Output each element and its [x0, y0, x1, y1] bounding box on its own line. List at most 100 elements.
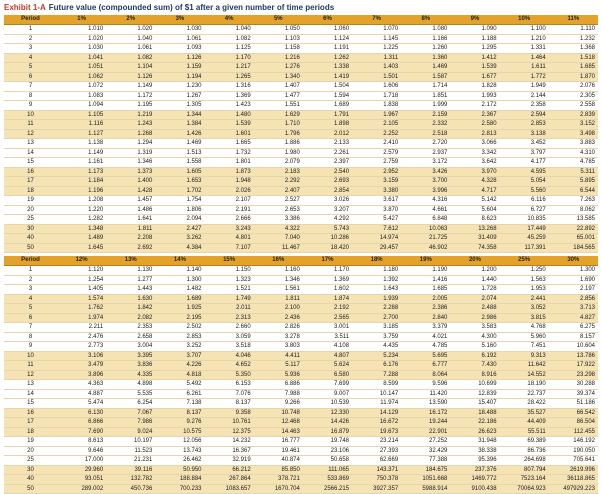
period-cell: 10	[4, 110, 57, 120]
value-cell: 2.074	[450, 294, 500, 304]
value-cell: 1.344	[155, 110, 205, 120]
value-cell: 4.310	[548, 148, 598, 158]
table-row: 5 1.051 1.104 1.159 1.217 1.276 1.338 1.403 1.46…	[4, 62, 598, 73]
value-cell: 2.005	[401, 294, 451, 304]
table-row: 10 1.105 1.219 1.344 1.480 1.629 1.791 1.967 2.1…	[4, 110, 598, 120]
value-cell: 11.642	[499, 360, 549, 371]
value-cell: 2.427	[155, 224, 205, 234]
value-cell: 4.785	[548, 157, 598, 168]
table-row: 1 1.120 1.130 1.140 1.150 1.160 1.170 1.180 1.19…	[4, 265, 598, 276]
period-cell: 50	[4, 243, 57, 253]
value-cell: 1.346	[253, 275, 303, 285]
value-cell: 2.261	[302, 148, 353, 158]
value-cell: 2.133	[302, 138, 353, 149]
value-cell: 3.426	[401, 167, 451, 177]
value-cell: 6.848	[401, 214, 451, 225]
value-cell: 12.330	[302, 408, 353, 418]
value-cell: 6.886	[253, 379, 303, 390]
value-cell: 4.768	[499, 322, 549, 333]
value-cell: 16.367	[204, 446, 254, 456]
column-header-rate: 16%	[253, 256, 303, 266]
value-cell: 1.319	[106, 148, 156, 158]
value-cell: 21.231	[106, 455, 156, 466]
value-cell: 3.518	[204, 341, 254, 352]
value-cell: 1.348	[57, 224, 107, 234]
value-cell: 5.895	[548, 176, 598, 187]
value-cell: 3.700	[401, 176, 451, 187]
value-cell: 3.759	[352, 332, 402, 342]
value-cell: 1.124	[302, 34, 353, 44]
value-cell: 1.521	[204, 284, 254, 295]
value-cell: 5.936	[253, 370, 303, 380]
value-cell: 3.379	[401, 322, 451, 333]
period-cell: 4	[4, 53, 57, 63]
value-cell: 1.072	[57, 81, 107, 92]
period-cell: 1	[4, 24, 57, 35]
value-cell: 1.166	[401, 34, 451, 44]
value-cell: 1.412	[450, 53, 500, 63]
period-cell: 7	[4, 81, 57, 92]
value-cell: 8.137	[204, 398, 254, 409]
value-cell: 1.200	[450, 265, 500, 276]
value-cell: 1.230	[155, 81, 205, 92]
value-cell: 23.214	[352, 436, 402, 447]
period-cell: 3	[4, 284, 57, 295]
table-row: 11 3.479 3.836 4.226 4.652 5.117 5.624 6.176 6.7…	[4, 360, 598, 371]
value-cell: 1.061	[106, 43, 156, 54]
table-row: 15 1.161 1.346 1.558 1.801 2.079 2.397 2.759 3.1…	[4, 157, 598, 168]
value-cell: 1.513	[155, 148, 205, 158]
value-cell: 1.416	[401, 275, 451, 285]
value-cell: 2.094	[155, 214, 205, 225]
value-cell: 4.661	[401, 205, 451, 215]
value-cell: 1.080	[401, 24, 451, 35]
value-cell: 1.243	[106, 119, 156, 130]
value-cell: 146.192	[548, 436, 598, 447]
table-row: 2 1.020 1.040 1.061 1.082 1.103 1.124 1.145 1.16…	[4, 34, 598, 44]
value-cell: 2.026	[204, 186, 254, 196]
value-cell: 2.305	[548, 91, 598, 101]
value-cell: 1.842	[106, 303, 156, 314]
value-cell: 8.062	[548, 205, 598, 215]
future-value-table-low-rates: Period 1% 2% 3% 4% 5% 6% 7% 8% 9% 10% 11% 1 1.010 1.0…	[4, 15, 598, 253]
value-cell: 2.353	[106, 322, 156, 333]
value-cell: 17.000	[57, 455, 107, 466]
period-cell: 17	[4, 417, 57, 428]
value-cell: 69.389	[499, 436, 549, 447]
value-cell: 10.147	[352, 389, 402, 399]
value-cell: 1.082	[204, 34, 254, 44]
value-cell: 3.159	[352, 176, 402, 187]
value-cell: 1.690	[548, 275, 598, 285]
column-header-rate: 18%	[352, 256, 402, 266]
value-cell: 22.901	[401, 427, 451, 437]
table-row: 20 9.646 11.523 13.743 16.367 19.461 23.106 27.…	[4, 446, 598, 456]
value-cell: 66.542	[548, 408, 598, 418]
value-cell: 750.378	[352, 474, 402, 485]
value-cell: 1.294	[106, 138, 156, 149]
column-header-period: Period	[4, 256, 57, 266]
value-cell: 188.884	[155, 474, 205, 485]
value-cell: 1.338	[302, 62, 353, 73]
value-cell: 10.197	[106, 436, 156, 447]
value-cell: 1.268	[106, 129, 156, 139]
value-cell: 1.443	[106, 284, 156, 295]
value-cell: 36118.865	[548, 474, 598, 485]
value-cell: 3.970	[450, 167, 500, 177]
table-row: 18 7.690 9.024 10.575 12.375 14.463 16.879 19.6…	[4, 427, 598, 437]
table-row: 19 8.613 10.197 12.056 14.232 16.777 19.748 23.…	[4, 436, 598, 447]
table-row: 15 5.474 6.254 7.138 8.137 9.266 10.539 11.974 1…	[4, 398, 598, 409]
value-cell: 2.565	[302, 313, 353, 323]
table-row: 3 1.030 1.061 1.093 1.125 1.158 1.191 1.225 1.26…	[4, 43, 598, 54]
value-cell: 1.974	[57, 313, 107, 323]
table-row: 2 1.254 1.277 1.300 1.323 1.346 1.369 1.392 1.41…	[4, 275, 598, 285]
value-cell: 3.004	[106, 341, 156, 352]
value-cell: 1.360	[401, 53, 451, 63]
value-cell: 1.220	[57, 205, 107, 215]
value-cell: 31.409	[450, 233, 500, 244]
column-header-rate: 5%	[253, 15, 303, 25]
value-cell: 7.988	[253, 389, 303, 399]
value-cell: 1.539	[204, 119, 254, 130]
value-cell: 9.007	[302, 389, 353, 399]
future-value-table-high-rates: Period 12% 13% 14% 15% 16% 17% 18% 19% 20% 25% 30% …	[4, 256, 598, 494]
value-cell: 2.197	[548, 284, 598, 295]
value-cell: 1.020	[57, 34, 107, 44]
